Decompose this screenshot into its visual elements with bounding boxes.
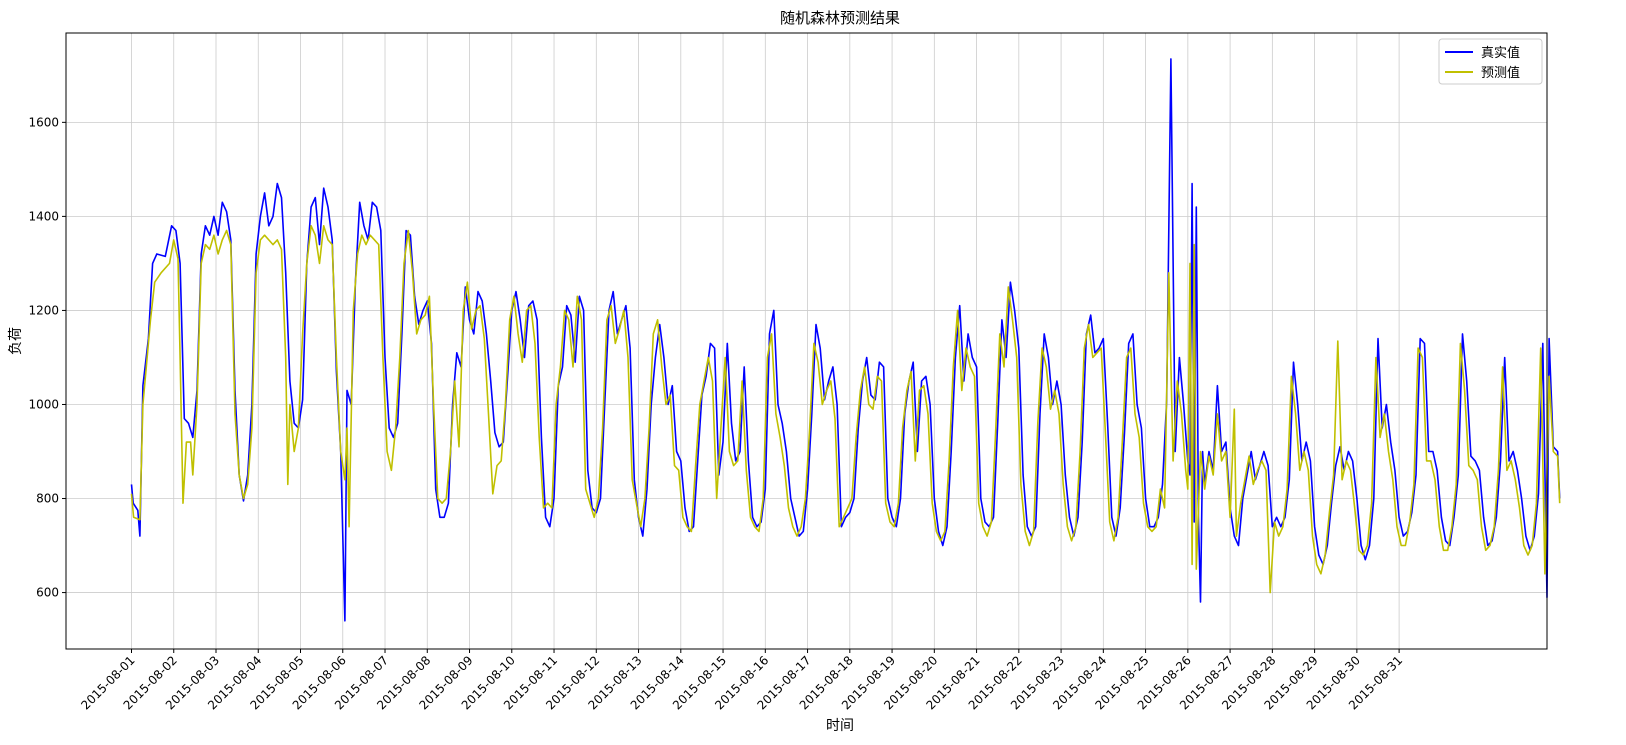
x-axis-title: 时间 [826, 718, 854, 734]
y-tick-label: 600 [36, 586, 59, 600]
y-tick-label: 1000 [28, 397, 59, 411]
y-tick-label: 800 [36, 492, 59, 506]
series-layer [130, 58, 1561, 622]
y-axis: 600 800 1000 1200 1400 1600 [28, 115, 66, 600]
legend-label: 预测值 [1481, 65, 1520, 81]
legend-label: 真实值 [1481, 45, 1520, 61]
chart-title: 随机森林预测结果 [780, 9, 900, 27]
y-tick-label: 1200 [28, 303, 59, 317]
x-axis: 2015-08-012015-08-022015-08-032015-08-04… [78, 649, 1405, 712]
y-tick-label: 1600 [28, 115, 59, 129]
series-actual-line [130, 58, 1561, 622]
y-tick-label: 1400 [28, 209, 59, 223]
y-axis-title: 负荷 [8, 327, 24, 355]
series-predicted-line [130, 225, 1561, 594]
plot-frame [65, 32, 1548, 650]
